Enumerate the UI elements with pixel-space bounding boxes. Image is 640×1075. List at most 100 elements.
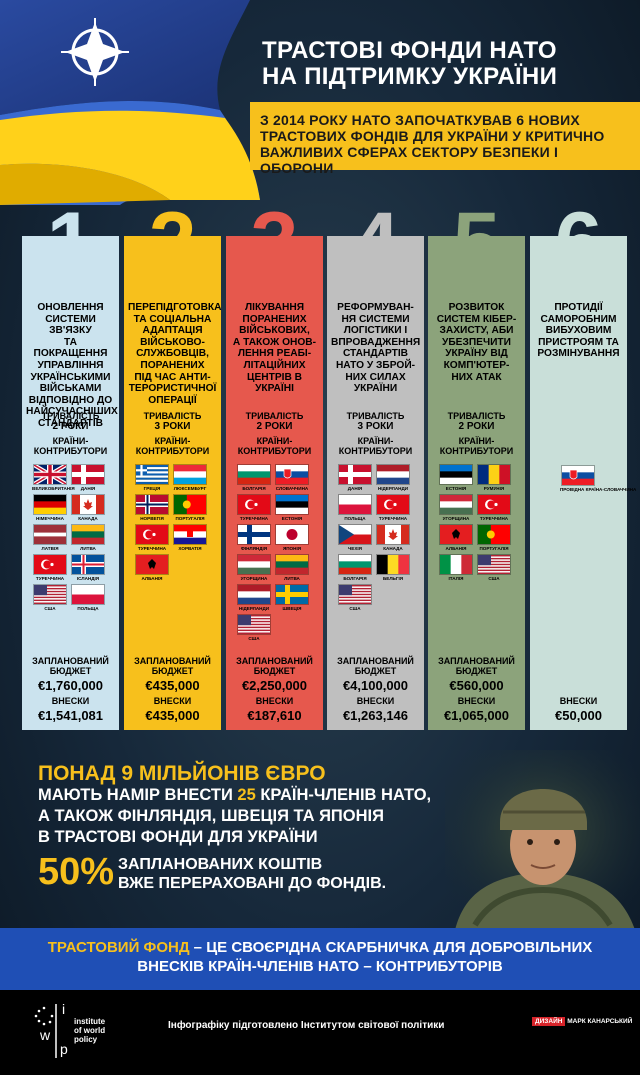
soldier-photo — [445, 750, 640, 930]
country-name: ГРЕЦІЯ — [143, 486, 161, 491]
planned-budget-label: ЗАПЛАНОВАНИЙ — [337, 656, 414, 666]
logo-text: of world — [74, 1026, 105, 1035]
duration-value: 2 РОКИ — [256, 421, 293, 432]
duration-value: 3 РОКИ — [357, 421, 394, 432]
country-name: ЧЕХІЯ — [348, 546, 362, 551]
fund-description-line: ТЕРОРИСТИЧНОЇ — [128, 383, 217, 395]
fund-description-line: ПРИСТРОЯМ ТА — [538, 336, 619, 348]
flag-bg-icon: БОЛГАРІЯ — [236, 464, 272, 492]
flag-image — [237, 554, 271, 575]
country-name: ПОРТУГАЛІЯ — [479, 546, 509, 551]
flag-gb-icon: ВЕЛИКОБРИТАНІЯ — [32, 463, 75, 492]
para-text: В ТРАСТОВІ ФОНДИ ДЛЯ УКРАЇНИ — [38, 828, 318, 846]
fund-description-line: СТАНДАРТІВ — [342, 348, 409, 360]
country-name: США — [488, 576, 500, 581]
flag-image — [338, 464, 372, 485]
flag-image — [135, 494, 169, 515]
flag-hu-icon: УГОРЩИНА — [236, 554, 272, 582]
flag-image — [71, 494, 105, 515]
flag-image — [237, 464, 271, 485]
country-name: ТУРЕЧЧИНА — [35, 576, 65, 581]
contributions-label: ВНЕСКИ — [255, 696, 294, 706]
flag-image — [33, 584, 67, 605]
country-name: ТУРЕЧЧИНА — [479, 516, 509, 521]
fund-description-line: ПОРАНЕНИХ — [140, 359, 205, 371]
country-name: ШВЕЦІЯ — [282, 606, 302, 611]
planned-budget-label: ЗАПЛАНОВАНИЙ — [236, 656, 313, 666]
percent-value: 50% — [38, 851, 115, 893]
flag-sk-icon: СЛОВАЧЧИНА — [274, 464, 310, 492]
country-name: РУМУНІЯ — [483, 486, 505, 491]
flag-us-icon: США — [236, 614, 272, 642]
contributions-label: ВНЕСКИ — [356, 696, 395, 706]
para-text: А ТАКОЖ ФІНЛЯНДІЯ, ШВЕЦІЯ ТА ЯПОНІЯ — [38, 807, 384, 825]
fund-description-line: ВІДПОВІДНО ДО — [28, 394, 113, 406]
fund-description-line: РОЗВИТОК — [448, 302, 505, 313]
fund-description-line: УПРАВЛІННЯ — [37, 359, 104, 371]
fund-description-line: ПОРАНЕНИХ — [242, 313, 307, 325]
planned-budget-label: БЮДЖЕТ — [49, 666, 92, 676]
flag-image — [237, 494, 271, 515]
contribution-paragraph: МАЮТЬ НАМІР ВНЕСТИ 25 КРАЇН-ЧЛЕНІВ НАТО,… — [38, 785, 438, 848]
planned-budget-value: €560,000 — [449, 678, 504, 693]
flag-image — [237, 524, 271, 545]
fund-column-3: ЛІКУВАННЯ ПОРАНЕНИХ ВІЙСЬКОВИХ, А ТАКОЖ ОНО… — [226, 236, 323, 730]
fund-description-line: ЦЕНТРІВ В — [247, 371, 302, 383]
country-name: ДАНІЯ — [347, 486, 363, 491]
duration-label: ТРИВАЛІСТЬ — [346, 411, 405, 421]
para-text: КРАЇН-ЧЛЕНІВ НАТО, — [255, 786, 432, 804]
country-name: ТУРЕЧЧИНА — [239, 516, 269, 521]
fund-description-line: РОЗМІНУВАННЯ — [537, 348, 620, 360]
fund-description: ЛІКУВАННЯ ПОРАНЕНИХ ВІЙСЬКОВИХ, А ТАКОЖ ОНО… — [230, 302, 319, 395]
flag-image — [275, 554, 309, 575]
fund-description-line: ОНОВЛЕННЯ — [37, 302, 104, 313]
flag-image — [275, 584, 309, 605]
country-name: УГОРЩИНА — [442, 516, 470, 521]
country-name: ФІНЛЯНДІЯ — [240, 546, 268, 551]
flag-image — [237, 614, 271, 635]
country-name: ЕСТОНІЯ — [445, 486, 467, 491]
fund-description: ПЕРЕПІДГОТОВКА ТА СОЦІАЛЬНА АДАПТАЦІЯ ВІЙСЬ… — [128, 302, 222, 406]
fund-description-line: УКРАЇНСЬКИМИ — [30, 371, 111, 383]
fund-description-line: СИСТЕМ КІБЕР- — [436, 313, 517, 325]
country-name: ЛАТВІЯ — [41, 546, 59, 551]
fund-description-line: ВІЙСЬКОВО- — [140, 336, 205, 348]
country-name: ПОЛЬЩА — [77, 606, 99, 611]
flag-image — [439, 494, 473, 515]
flag-image — [135, 554, 169, 575]
flag-jp-icon: ЯПОНІЯ — [274, 524, 310, 552]
country-name: ЛЮКСЕМБУРГ — [173, 486, 207, 491]
fund-description-line: УБЕЗПЕЧИТИ — [442, 336, 511, 348]
subtitle-banner: З 2014 РОКУ НАТО ЗАПОЧАТКУВАВ 6 НОВИХ ТР… — [250, 102, 640, 176]
footer-credit: Інфографіку підготовлено Інститутом світ… — [168, 1020, 445, 1031]
definition-text: ВНЕСКІВ КРАЇН-ЧЛЕНІВ НАТО – КОНТРИБУТОРІ… — [137, 958, 503, 975]
fund-column-6: ПРОТИДІЇ САМОРОБНИМ ВИБУХОВИМ ПРИСТРОЯМ ТА Р… — [530, 236, 636, 730]
contributions-value: €187,610 — [247, 708, 302, 723]
subtitle-line: ТРАСТОВИХ ФОНДІВ ДЛЯ УКРАЇНИ У КРИТИЧНО — [260, 128, 605, 144]
contributors-label: КРАЇНИ- — [52, 436, 89, 446]
logo-letter: w — [39, 1027, 51, 1043]
flag-lt-icon: ЛИТВА — [274, 554, 310, 582]
title-line: НА ПІДТРИМКУ УКРАЇНИ — [262, 63, 558, 90]
fund-description-line: А ТАКОЖ ОНОВ- — [232, 336, 317, 348]
country-name: ЛИТВА — [80, 546, 96, 551]
duration-value: 2 РОКИ — [52, 421, 89, 432]
flag-lv-icon: ЛАТВІЯ — [32, 524, 68, 552]
headline-amount: ПОНАД 9 МІЛЬЙОНІВ ЄВРО — [38, 762, 326, 785]
flag-image — [477, 554, 511, 575]
duration-label: ТРИВАЛІСТЬ — [143, 411, 202, 421]
fund-description-line: УКРАЇНІ — [255, 383, 294, 395]
contributors-label: КРАЇНИ- — [154, 436, 191, 446]
planned-budget-label: БЮДЖЕТ — [253, 666, 296, 676]
contributors-label: КОНТРИБУТОРИ — [439, 446, 514, 456]
country-name: БОЛГАРІЯ — [242, 486, 266, 491]
flag-nl-icon: НІДЕРЛАНДИ — [236, 584, 272, 612]
flag-image — [173, 494, 207, 515]
contributions-label: ВНЕСКИ — [51, 696, 90, 706]
contributions-value: €1,065,000 — [443, 708, 510, 723]
flag-image — [338, 494, 372, 515]
flag-al-icon: АЛБАНІЯ — [134, 554, 170, 582]
flag-tr-icon: ТУРЕЧЧИНА — [236, 494, 272, 522]
contributors-label: КРАЇНИ- — [357, 436, 394, 446]
flag-tr-icon: ТУРЕЧЧИНА — [134, 524, 170, 552]
